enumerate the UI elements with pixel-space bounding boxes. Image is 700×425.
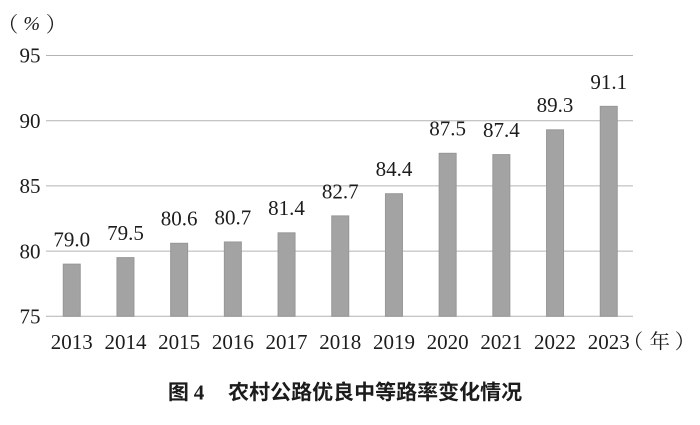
- svg-text:2023: 2023: [588, 330, 630, 354]
- svg-text:80: 80: [20, 239, 41, 263]
- svg-text:2022: 2022: [534, 330, 576, 354]
- svg-text:2019: 2019: [373, 330, 415, 354]
- svg-text:79.5: 79.5: [107, 221, 144, 245]
- svg-text:80.6: 80.6: [161, 207, 198, 231]
- svg-text:2017: 2017: [266, 330, 308, 354]
- svg-text:95: 95: [20, 44, 41, 68]
- svg-text:2014: 2014: [104, 330, 147, 354]
- svg-text:87.5: 87.5: [429, 117, 466, 141]
- svg-text:85: 85: [20, 174, 41, 198]
- svg-text:2013: 2013: [51, 330, 93, 354]
- svg-text:90: 90: [20, 109, 41, 133]
- svg-text:82.7: 82.7: [322, 179, 359, 203]
- svg-text:4: 4: [194, 380, 205, 404]
- svg-text:2016: 2016: [212, 330, 254, 354]
- svg-text:2020: 2020: [427, 330, 469, 354]
- svg-text:2021: 2021: [480, 330, 522, 354]
- svg-text:89.3: 89.3: [537, 93, 574, 117]
- svg-text:87.4: 87.4: [483, 118, 520, 142]
- svg-text:2018: 2018: [319, 330, 361, 354]
- svg-text:2015: 2015: [158, 330, 200, 354]
- svg-text:80.7: 80.7: [214, 205, 251, 229]
- svg-text:81.4: 81.4: [268, 196, 305, 220]
- svg-text:79.0: 79.0: [53, 228, 90, 252]
- svg-text:%: %: [23, 13, 40, 35]
- svg-text:75: 75: [20, 305, 41, 329]
- svg-text:91.1: 91.1: [590, 70, 627, 94]
- svg-text:84.4: 84.4: [376, 157, 413, 181]
